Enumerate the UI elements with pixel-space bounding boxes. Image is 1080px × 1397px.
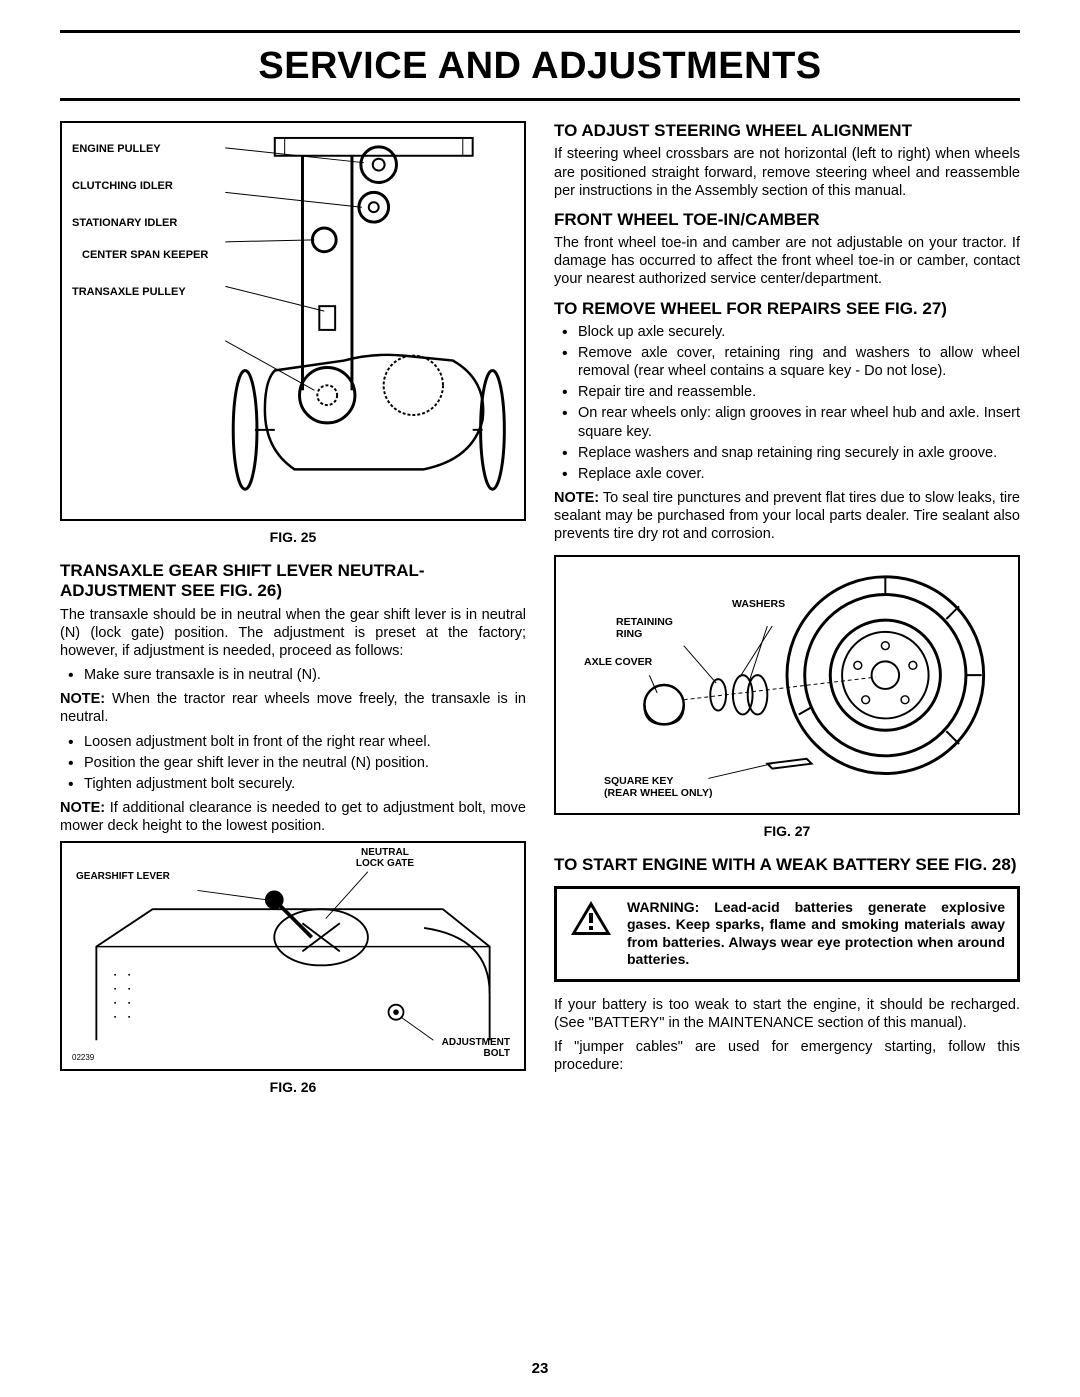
label-square-key: SQUARE KEY(REAR WHEEL ONLY) [604, 776, 713, 799]
list-item: Tighten adjustment bolt securely. [60, 775, 526, 793]
note-text: To seal tire punctures and prevent flat … [554, 490, 1020, 542]
label-partno: 02239 [72, 1054, 94, 1063]
label-clutching-idler: CLUTCHING IDLER [72, 180, 208, 193]
page-number: 23 [532, 1360, 549, 1377]
figure-26-box: GEARSHIFT LEVER NEUTRALLOCK GATE ADJUSTM… [60, 841, 526, 1071]
heading-steering: TO ADJUST STEERING WHEEL ALIGNMENT [554, 121, 1020, 141]
note-label: NOTE: [60, 800, 105, 816]
right-column: TO ADJUST STEERING WHEEL ALIGNMENT If st… [554, 121, 1020, 1111]
label-axle-cover: AXLE COVER [584, 657, 652, 669]
list-item: Replace washers and snap retaining ring … [554, 444, 1020, 462]
warning-text: WARNING: Lead-acid batteries generate ex… [627, 899, 1005, 969]
text-battery-2: If "jumper cables" are used for emergenc… [554, 1038, 1020, 1074]
heading-toein: FRONT WHEEL TOE-IN/CAMBER [554, 210, 1020, 230]
label-retaining-ring: RETAININGRING [616, 617, 673, 640]
left-column: ENGINE PULLEY CLUTCHING IDLER STATIONARY… [60, 121, 526, 1111]
note-label: NOTE: [554, 490, 599, 506]
figure-25-box: ENGINE PULLEY CLUTCHING IDLER STATIONARY… [60, 121, 526, 521]
label-washers: WASHERS [732, 599, 785, 611]
warning-label: WARNING [627, 899, 695, 915]
fig25-svg [214, 133, 514, 509]
list-item: Position the gear shift lever in the neu… [60, 754, 526, 772]
text-transaxle-body: The transaxle should be in neutral when … [60, 606, 526, 660]
warning-box: WARNING: Lead-acid batteries generate ex… [554, 886, 1020, 982]
label-gearshift-lever: GEARSHIFT LEVER [76, 871, 170, 882]
heading-remove-wheel: TO REMOVE WHEEL FOR REPAIRS See Fig. 27) [554, 299, 1020, 319]
warning-icon [569, 899, 613, 939]
figure-26-caption: FIG. 26 [60, 1079, 526, 1095]
fig26-svg [72, 853, 514, 1059]
figure-27-box: WASHERS RETAININGRING AXLE COVER SQUARE … [554, 555, 1020, 815]
label-transaxle-pulley: TRANSAXLE PULLEY [72, 286, 208, 299]
label-center-span: CENTER SPAN KEEPER [82, 249, 208, 262]
label-adjustment-bolt: ADJUSTMENTBOLT [442, 1037, 510, 1059]
columns: ENGINE PULLEY CLUTCHING IDLER STATIONARY… [60, 121, 1020, 1111]
list-transaxle-2: Loosen adjustment bolt in front of the r… [60, 733, 526, 793]
note-text: When the tractor rear wheels move freely… [60, 691, 526, 725]
rule-bottom [60, 98, 1020, 101]
text-steering: If steering wheel crossbars are not hori… [554, 145, 1020, 199]
list-item: Loosen adjustment bolt in front of the r… [60, 733, 526, 751]
list-item: Make sure transaxle is in neutral (N). [60, 666, 526, 684]
list-transaxle-1: Make sure transaxle is in neutral (N). [60, 666, 526, 684]
note-remove-wheel: NOTE: To seal tire punctures and prevent… [554, 489, 1020, 543]
fig27-svg [566, 567, 1008, 803]
list-item: Block up axle securely. [554, 323, 1020, 341]
text-toein: The front wheel toe-in and camber are no… [554, 234, 1020, 288]
list-item: Repair tire and reassemble. [554, 383, 1020, 401]
page-title: Service And Adjustments [60, 37, 1020, 98]
figure-27-caption: FIG. 27 [554, 823, 1020, 839]
figure-25-diagram [214, 133, 514, 509]
label-stationary-idler: STATIONARY IDLER [72, 217, 208, 230]
label-neutral-lock-gate: NEUTRALLOCK GATE [356, 847, 414, 869]
list-item: On rear wheels only: align grooves in re… [554, 404, 1020, 440]
list-item: Remove axle cover, retaining ring and wa… [554, 344, 1020, 380]
text-battery-1: If your battery is too weak to start the… [554, 996, 1020, 1032]
heading-battery: TO START ENGINE WITH A WEAK BATTERY See … [554, 855, 1020, 875]
list-remove-wheel: Block up axle securely. Remove axle cove… [554, 323, 1020, 483]
list-item: Replace axle cover. [554, 465, 1020, 483]
rule-top [60, 30, 1020, 33]
note-transaxle-1: NOTE: When the tractor rear wheels move … [60, 690, 526, 726]
note-text: If additional clearance is needed to get… [60, 800, 526, 834]
figure-25-labels: ENGINE PULLEY CLUTCHING IDLER STATIONARY… [72, 133, 208, 509]
heading-transaxle: TRANSAXLE GEAR SHIFT LEVER NEUTRAL-ADJUS… [60, 561, 526, 602]
page: Service And Adjustments ENGINE PULLEY CL… [60, 30, 1020, 1377]
figure-25-caption: FIG. 25 [60, 529, 526, 545]
note-transaxle-2: NOTE: If additional clearance is needed … [60, 799, 526, 835]
label-engine-pulley: ENGINE PULLEY [72, 143, 208, 156]
note-label: NOTE: [60, 691, 105, 707]
